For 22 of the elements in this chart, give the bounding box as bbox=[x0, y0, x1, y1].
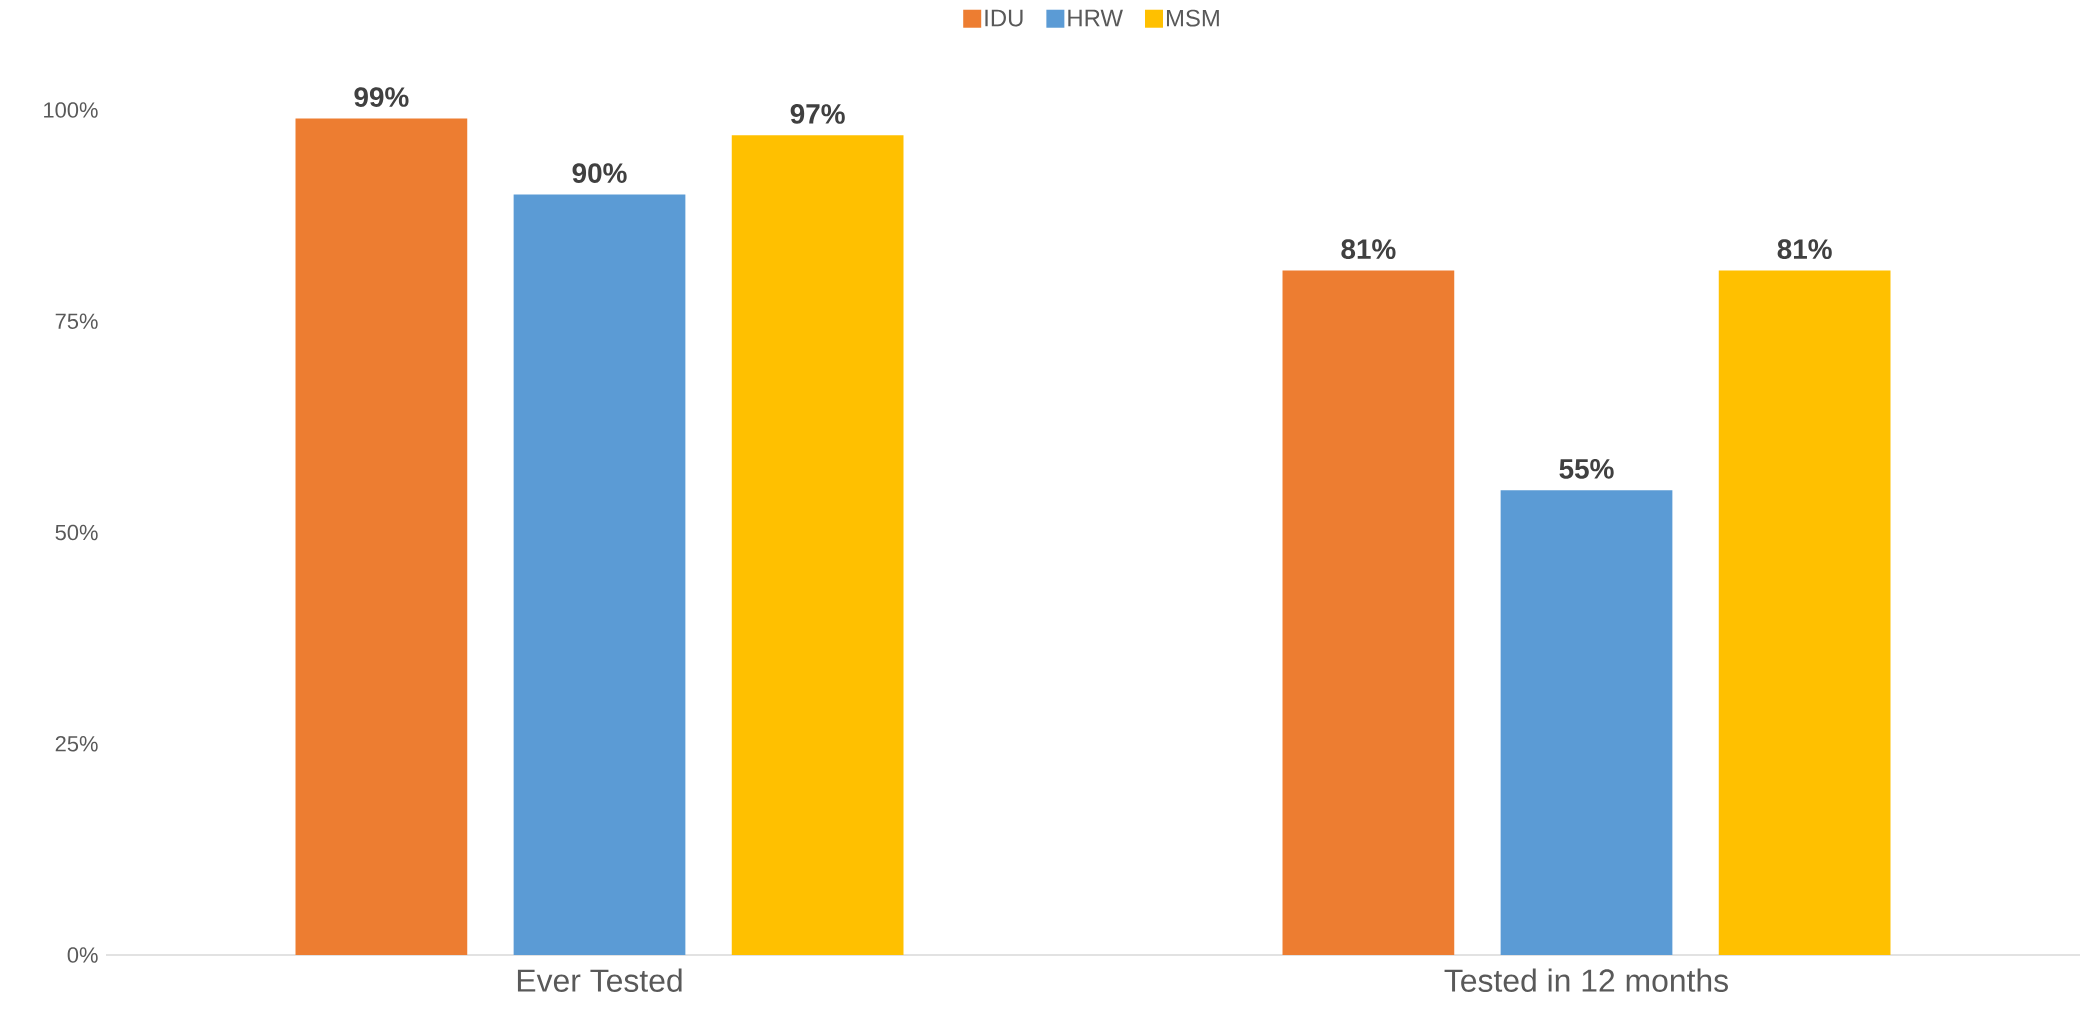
y-tick-label: 0% bbox=[67, 947, 98, 963]
data-label: 81% bbox=[1777, 239, 1832, 260]
data-label: 81% bbox=[1341, 239, 1396, 260]
legend-label: MSM bbox=[1166, 9, 1219, 27]
y-tick-label: 100% bbox=[44, 102, 98, 118]
bar bbox=[1718, 270, 1891, 955]
x-tick-label: Ever Tested bbox=[517, 968, 682, 992]
data-label: 55% bbox=[1559, 459, 1614, 479]
y-tick-label: 75% bbox=[55, 313, 98, 329]
data-label: 99% bbox=[354, 87, 409, 107]
legend-label: HRW bbox=[1068, 9, 1123, 27]
y-tick-label: 50% bbox=[55, 524, 98, 541]
bar bbox=[295, 118, 468, 955]
legend-label: IDU bbox=[985, 9, 1023, 27]
bar bbox=[731, 135, 904, 955]
x-tick-label: Tested in 12 months bbox=[1444, 968, 1728, 992]
y-tick-label: 25% bbox=[55, 735, 98, 752]
data-label: 97% bbox=[790, 104, 845, 124]
bar bbox=[1500, 490, 1673, 955]
bar bbox=[1282, 270, 1455, 955]
bar bbox=[513, 194, 686, 955]
data-label: 90% bbox=[572, 163, 627, 183]
